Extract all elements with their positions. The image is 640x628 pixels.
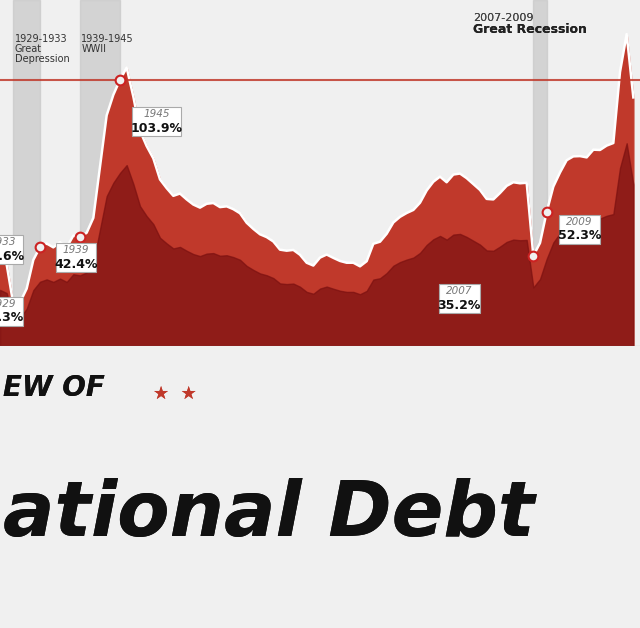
- Text: 1933: 1933: [0, 237, 16, 247]
- FancyBboxPatch shape: [0, 297, 23, 326]
- Bar: [13, 0, 40, 628]
- Text: 52.3%: 52.3%: [557, 229, 601, 242]
- Text: Depression: Depression: [15, 54, 69, 64]
- Text: ★  ★: ★ ★: [154, 384, 197, 403]
- Text: EW OF: EW OF: [3, 374, 105, 403]
- Text: 35.2%: 35.2%: [438, 298, 481, 311]
- Text: 103.9%: 103.9%: [131, 122, 182, 134]
- Text: ★  ★: ★ ★: [154, 384, 197, 403]
- FancyBboxPatch shape: [559, 215, 600, 244]
- Text: 2007: 2007: [446, 286, 472, 296]
- FancyBboxPatch shape: [439, 284, 479, 313]
- Text: 1929-1933: 1929-1933: [15, 33, 67, 43]
- Bar: [80, 0, 120, 628]
- Bar: [533, 0, 547, 628]
- Bar: [0, 346, 640, 628]
- Text: 1939: 1939: [63, 245, 89, 255]
- Text: Great Recession: Great Recession: [474, 23, 588, 36]
- Text: EW OF: EW OF: [3, 374, 105, 403]
- Text: 2009: 2009: [566, 217, 593, 227]
- Text: 1945: 1945: [143, 109, 170, 119]
- Text: WWII: WWII: [81, 44, 106, 54]
- Text: ational Debt: ational Debt: [3, 477, 535, 551]
- Text: 2007-2009: 2007-2009: [474, 13, 534, 23]
- Text: Great: Great: [15, 44, 42, 54]
- Text: 16.3%: 16.3%: [0, 311, 24, 324]
- Text: 1939-1945: 1939-1945: [81, 33, 134, 43]
- Text: 42.4%: 42.4%: [54, 257, 98, 271]
- Text: 38.6%: 38.6%: [0, 250, 24, 263]
- FancyBboxPatch shape: [132, 107, 181, 136]
- Text: ational Debt: ational Debt: [3, 477, 535, 551]
- Text: 2007-2009: 2007-2009: [474, 13, 534, 23]
- FancyBboxPatch shape: [0, 236, 23, 264]
- FancyBboxPatch shape: [56, 243, 97, 272]
- Text: 1929: 1929: [0, 299, 16, 309]
- Text: Great Recession: Great Recession: [474, 23, 588, 36]
